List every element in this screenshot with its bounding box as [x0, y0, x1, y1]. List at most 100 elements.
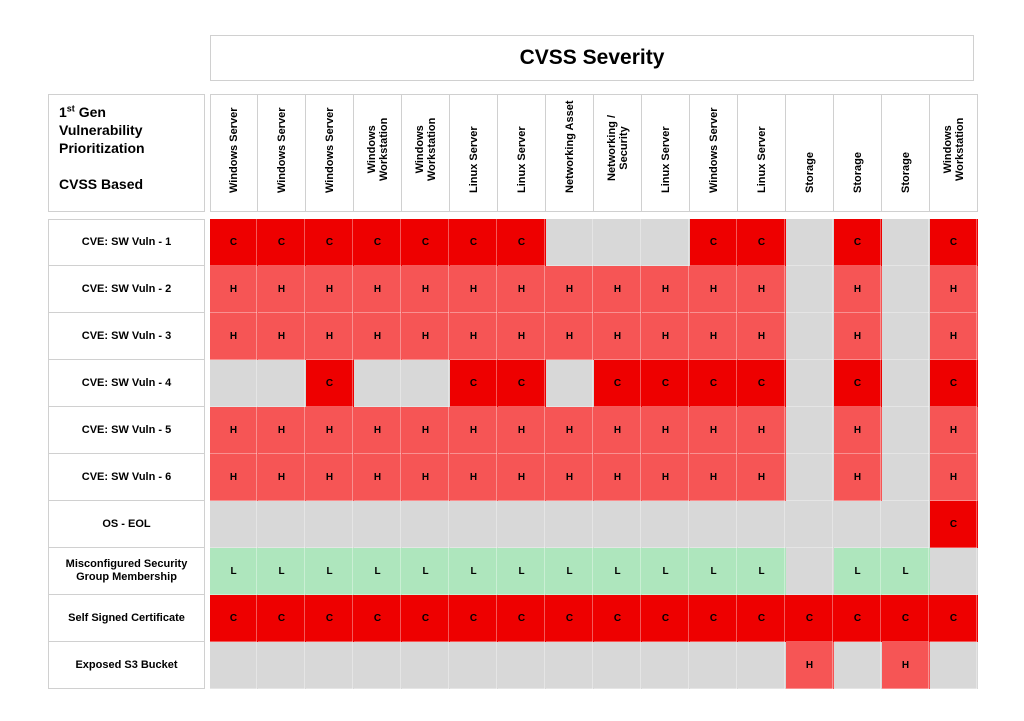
severity-cell	[786, 454, 834, 501]
severity-cell: L	[834, 548, 882, 595]
vulnerability-matrix: CVE: SW Vuln - 1 C C C C C C C C C C C CVE: SW Vuln …	[48, 219, 978, 689]
column-header-label: Windows Workstation	[941, 117, 966, 181]
row-label: CVE: SW Vuln - 1	[48, 219, 205, 266]
severity-cell: C	[930, 501, 978, 548]
column-header: Storage	[834, 94, 882, 212]
severity-cell: C	[786, 595, 834, 642]
column-header-label: Windows Workstation	[365, 117, 390, 181]
severity-cell: C	[498, 595, 546, 642]
severity-cell: C	[498, 360, 546, 407]
severity-cell: H	[498, 454, 546, 501]
row-label: Exposed S3 Bucket	[48, 642, 205, 689]
severity-cell: C	[834, 595, 882, 642]
severity-cell	[834, 501, 882, 548]
severity-cell: L	[210, 548, 258, 595]
column-header: Windows Server	[306, 94, 354, 212]
severity-cell: H	[690, 407, 738, 454]
severity-cell: L	[690, 548, 738, 595]
severity-cell: H	[642, 407, 690, 454]
severity-cell: H	[354, 313, 402, 360]
severity-cell: C	[258, 219, 306, 266]
severity-cell: H	[738, 407, 786, 454]
severity-cell: H	[642, 313, 690, 360]
column-header-label: Networking / Security	[605, 114, 630, 181]
severity-cell: C	[594, 595, 642, 642]
asset-column-headers: Windows Server Windows Server Windows Serv…	[210, 94, 978, 212]
severity-cell: C	[690, 595, 738, 642]
severity-cell: H	[738, 313, 786, 360]
severity-cell: L	[306, 548, 354, 595]
label-line-4: CVSS Based	[59, 176, 144, 192]
severity-cell: H	[834, 407, 882, 454]
severity-cell: C	[546, 595, 594, 642]
column-header: Linux Server	[738, 94, 786, 212]
row-label: Misconfigured Security Group Membership	[48, 548, 205, 595]
severity-cell	[738, 642, 786, 689]
severity-cell	[642, 219, 690, 266]
severity-cell: L	[498, 548, 546, 595]
severity-cell: H	[354, 407, 402, 454]
severity-cell: H	[546, 407, 594, 454]
severity-cell	[258, 501, 306, 548]
severity-cell: H	[258, 454, 306, 501]
severity-cell: L	[402, 548, 450, 595]
severity-cell: C	[402, 219, 450, 266]
severity-cell: H	[930, 407, 978, 454]
column-header: Networking / Security	[594, 94, 642, 212]
severity-cell: H	[930, 266, 978, 313]
column-header: Windows Workstation	[354, 94, 402, 212]
matrix-title: CVSS Severity	[210, 35, 974, 81]
severity-cell	[930, 548, 978, 595]
column-header-label: Windows Server	[228, 107, 240, 193]
column-header: Windows Workstation	[930, 94, 978, 212]
severity-cell: H	[738, 266, 786, 313]
severity-cell: L	[882, 548, 930, 595]
row-label: CVE: SW Vuln - 2	[48, 266, 205, 313]
column-header-label: Linux Server	[755, 126, 768, 193]
matrix-row: OS - EOL C	[48, 501, 978, 548]
severity-cell: H	[882, 642, 930, 689]
severity-cell	[690, 642, 738, 689]
severity-cell	[594, 219, 642, 266]
severity-cell: H	[690, 454, 738, 501]
row-label: CVE: SW Vuln - 6	[48, 454, 205, 501]
row-label: CVE: SW Vuln - 5	[48, 407, 205, 454]
severity-cell: H	[930, 454, 978, 501]
severity-cell	[786, 313, 834, 360]
row-label: CVE: SW Vuln - 4	[48, 360, 205, 407]
severity-cell	[786, 501, 834, 548]
severity-cell	[882, 266, 930, 313]
severity-cell: L	[642, 548, 690, 595]
column-header-label: Storage	[851, 152, 864, 193]
severity-cell: H	[402, 313, 450, 360]
severity-cell: H	[210, 313, 258, 360]
severity-cell	[546, 360, 594, 407]
label-line-1: 1st Gen	[59, 103, 106, 120]
severity-cell: H	[258, 266, 306, 313]
severity-cell: L	[450, 548, 498, 595]
severity-cell: C	[882, 595, 930, 642]
severity-cell: H	[306, 454, 354, 501]
severity-cell: C	[306, 219, 354, 266]
column-header-label: Storage	[803, 152, 816, 193]
row-label: Self Signed Certificate	[48, 595, 205, 642]
severity-cell	[306, 501, 354, 548]
severity-cell: H	[738, 454, 786, 501]
severity-cell: H	[786, 642, 834, 689]
severity-cell: C	[306, 360, 354, 407]
severity-cell	[402, 360, 450, 407]
severity-cell	[882, 219, 930, 266]
severity-cell	[594, 501, 642, 548]
severity-cell: H	[402, 266, 450, 313]
severity-cell: H	[594, 454, 642, 501]
severity-cell: C	[642, 595, 690, 642]
severity-cell	[594, 642, 642, 689]
severity-cell: H	[834, 266, 882, 313]
severity-cell: H	[258, 407, 306, 454]
severity-cell: C	[690, 219, 738, 266]
severity-cell	[498, 642, 546, 689]
severity-cell: H	[690, 266, 738, 313]
